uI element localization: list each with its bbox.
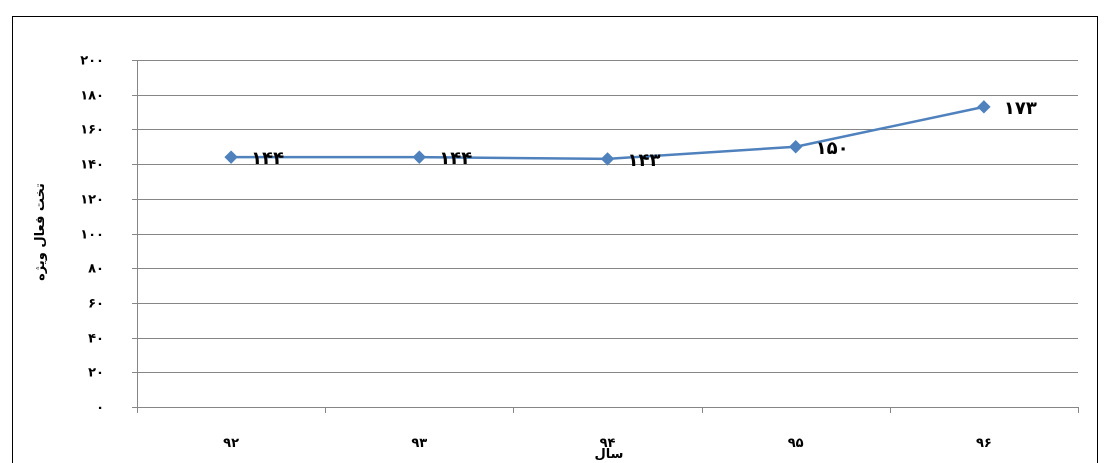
y-tick-label: ۲۰۰: [80, 54, 104, 69]
y-tick-label: ۲۰: [88, 366, 104, 381]
y-tick-label: ۸۰: [88, 262, 104, 277]
data-label: ۱۵۰: [816, 138, 849, 159]
data-point-marker: [600, 152, 615, 166]
y-tick-label: ۴۰: [88, 332, 104, 347]
data-label: ۱۴۴: [439, 148, 472, 169]
y-tick-label: ۱۸۰: [80, 89, 104, 104]
x-axis-label: سال: [595, 447, 624, 462]
y-tick-label: ۰: [96, 401, 104, 416]
y-tick-label: ۱۲۰: [80, 193, 104, 208]
x-tick-label: ۹۳: [411, 436, 427, 451]
data-label: ۱۴۳: [628, 150, 661, 171]
gridlines: [132, 60, 1078, 373]
x-axis-tick-labels: ۹۲ ۹۳ ۹۴ ۹۵ ۹۶: [223, 436, 992, 451]
series-line-layer: [224, 100, 991, 166]
y-tick-label: ۶۰: [88, 297, 104, 312]
y-tick-label: ۱۴۰: [80, 158, 104, 173]
chart-border: [12, 16, 1098, 463]
data-point-marker: [224, 150, 238, 164]
data-label: ۱۴۴: [251, 148, 284, 169]
y-tick-label: ۱۰۰: [80, 228, 104, 243]
data-point-marker: [412, 150, 427, 164]
x-tick-label: ۹۵: [788, 436, 804, 451]
data-labels: ۱۴۴ ۱۴۴ ۱۴۳ ۱۵۰ ۱۷۳: [251, 98, 1037, 171]
data-label: ۱۷۳: [1004, 98, 1037, 119]
data-point-marker: [977, 100, 991, 114]
x-tick-label: ۹۲: [223, 436, 239, 451]
axes: [132, 60, 1079, 413]
y-axis-label: تخت فعال ویژه: [33, 183, 48, 281]
x-tick-label: ۹۴: [600, 436, 616, 451]
y-tick-label: ۱۶۰: [80, 123, 104, 138]
y-axis-tick-labels: ۰ ۲۰ ۴۰ ۶۰ ۸۰ ۱۰۰ ۱۲۰ ۱۴۰ ۱۶۰ ۱۸۰ ۲۰۰: [80, 54, 104, 416]
data-point-marker: [788, 140, 803, 154]
x-tick-label: ۹۶: [976, 436, 992, 451]
